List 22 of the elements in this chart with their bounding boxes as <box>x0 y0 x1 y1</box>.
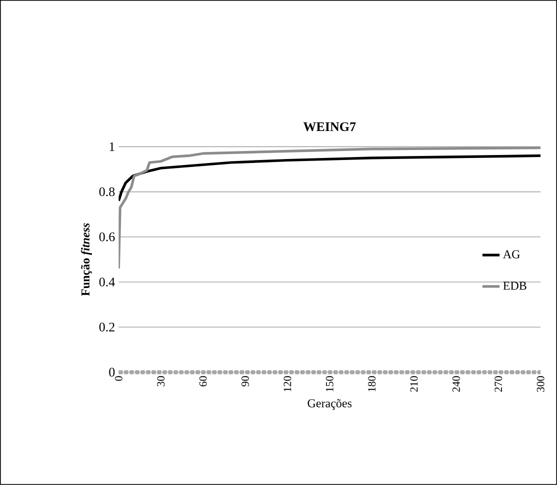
x-tick-label: 150 <box>326 376 334 392</box>
x-tick-label: 120 <box>284 376 292 392</box>
chart-title: WEING7 <box>303 122 356 132</box>
y-tick-label: 0.6 <box>99 232 115 242</box>
y-tick-label: 0.8 <box>99 187 115 196</box>
legend-label: EDB <box>503 282 526 290</box>
x-tick-label: 300 <box>536 376 544 392</box>
x-tick-label: 240 <box>452 376 460 392</box>
x-tick-label: 270 <box>494 376 502 392</box>
x-axis-title: Gerações <box>308 399 352 410</box>
y-axis-title: Função fitness <box>80 223 92 296</box>
legend-label: AG <box>502 250 520 258</box>
y-tick-label: 0 <box>109 368 115 377</box>
x-tick-label: 210 <box>410 376 418 392</box>
x-tick-label: 0 <box>114 376 122 381</box>
y-tick-label: 0.2 <box>99 322 114 332</box>
x-tick-label: 60 <box>199 376 207 386</box>
y-tick-label: 1 <box>110 142 114 152</box>
x-tick-label: 180 <box>368 376 376 392</box>
y-tick-label: 0.4 <box>99 278 115 287</box>
x-tick-label: 30 <box>157 376 165 386</box>
x-tick-label: 90 <box>242 376 249 386</box>
